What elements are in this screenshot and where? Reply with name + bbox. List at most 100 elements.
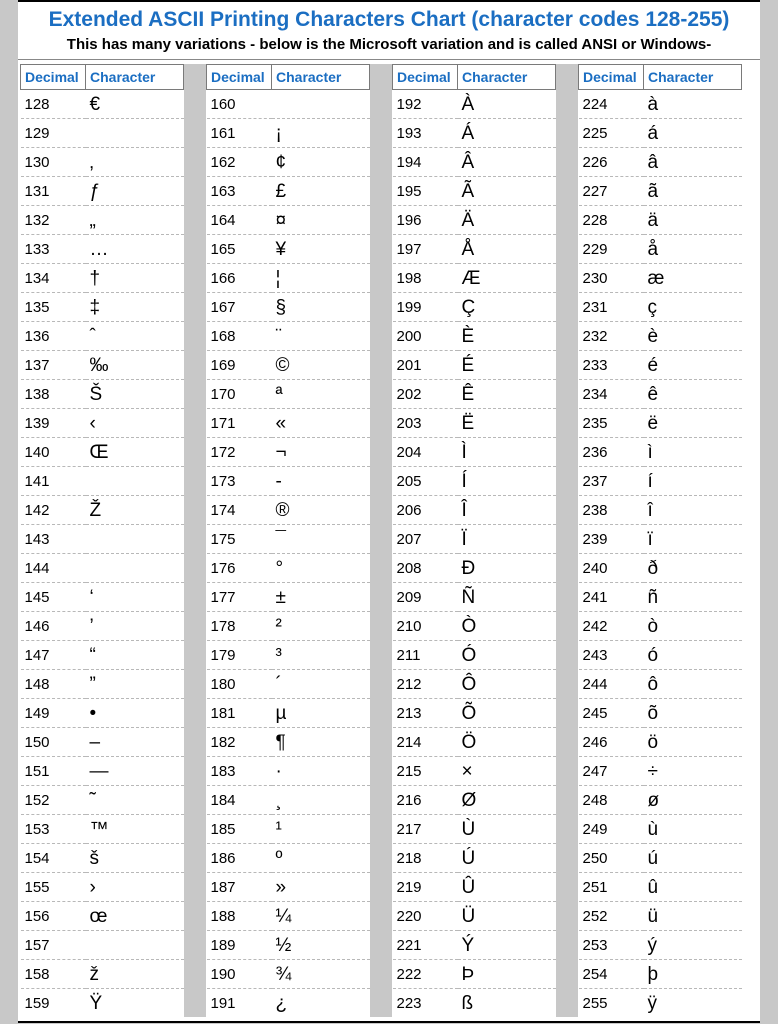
cell-character: É xyxy=(458,351,556,380)
table-row: 160 xyxy=(207,90,370,119)
cell-character: Î xyxy=(458,496,556,525)
cell-character: ã xyxy=(644,177,742,206)
cell-decimal: 177 xyxy=(207,583,272,612)
ascii-table: DecimalCharacter224à225á226â227ã228ä229å… xyxy=(578,64,742,1017)
table-row: 187» xyxy=(207,873,370,902)
cell-decimal: 150 xyxy=(21,728,86,757)
cell-decimal: 178 xyxy=(207,612,272,641)
cell-decimal: 226 xyxy=(579,148,644,177)
cell-character: Æ xyxy=(458,264,556,293)
cell-decimal: 212 xyxy=(393,670,458,699)
header-decimal: Decimal xyxy=(393,65,458,90)
cell-character: à xyxy=(644,90,742,119)
table-row: 171« xyxy=(207,409,370,438)
cell-character: Ù xyxy=(458,815,556,844)
cell-decimal: 139 xyxy=(21,409,86,438)
cell-character: µ xyxy=(272,699,370,728)
cell-character: Ñ xyxy=(458,583,556,612)
cell-character: Ì xyxy=(458,438,556,467)
cell-character: é xyxy=(644,351,742,380)
cell-decimal: 149 xyxy=(21,699,86,728)
cell-decimal: 156 xyxy=(21,902,86,931)
cell-character xyxy=(86,931,184,960)
cell-decimal: 154 xyxy=(21,844,86,873)
page: Extended ASCII Printing Characters Chart… xyxy=(0,0,778,1023)
cell-character: ô xyxy=(644,670,742,699)
cell-character: ¸ xyxy=(272,786,370,815)
cell-decimal: 195 xyxy=(393,177,458,206)
table-header-row: DecimalCharacter xyxy=(579,65,742,90)
cell-decimal: 136 xyxy=(21,322,86,351)
cell-decimal: 151 xyxy=(21,757,86,786)
table-row: 209Ñ xyxy=(393,583,556,612)
cell-decimal: 201 xyxy=(393,351,458,380)
cell-decimal: 134 xyxy=(21,264,86,293)
cell-character: ÿ xyxy=(644,989,742,1018)
cell-decimal: 251 xyxy=(579,873,644,902)
cell-decimal: 128 xyxy=(21,90,86,119)
cell-character: Õ xyxy=(458,699,556,728)
cell-decimal: 220 xyxy=(393,902,458,931)
table-row: 143 xyxy=(21,525,184,554)
cell-character: Ë xyxy=(458,409,556,438)
table-row: 193Á xyxy=(393,119,556,148)
table-row: 249ù xyxy=(579,815,742,844)
cell-character: Ç xyxy=(458,293,556,322)
table-row: 248ø xyxy=(579,786,742,815)
cell-decimal: 170 xyxy=(207,380,272,409)
cell-decimal: 133 xyxy=(21,235,86,264)
cell-character: © xyxy=(272,351,370,380)
table-row: 242ò xyxy=(579,612,742,641)
table-row: 138Š xyxy=(21,380,184,409)
cell-character: ” xyxy=(86,670,184,699)
cell-character: ¾ xyxy=(272,960,370,989)
cell-character: ˆ xyxy=(86,322,184,351)
cell-decimal: 228 xyxy=(579,206,644,235)
table-row: 170ª xyxy=(207,380,370,409)
cell-decimal: 130 xyxy=(21,148,86,177)
table-row: 192À xyxy=(393,90,556,119)
cell-character: ¹ xyxy=(272,815,370,844)
page-subtitle: This has many variations - below is the … xyxy=(18,36,760,60)
cell-decimal: 204 xyxy=(393,438,458,467)
table-row: 220Ü xyxy=(393,902,556,931)
table-row: 197Å xyxy=(393,235,556,264)
column-gap xyxy=(370,64,392,1017)
table-row: 145‘ xyxy=(21,583,184,612)
cell-character: ¨ xyxy=(272,322,370,351)
cell-character: Þ xyxy=(458,960,556,989)
cell-decimal: 131 xyxy=(21,177,86,206)
cell-character: ž xyxy=(86,960,184,989)
table-row: 149• xyxy=(21,699,184,728)
cell-character: ¥ xyxy=(272,235,370,264)
cell-decimal: 241 xyxy=(579,583,644,612)
cell-character: Ã xyxy=(458,177,556,206)
table-row: 196Ä xyxy=(393,206,556,235)
cell-character: ± xyxy=(272,583,370,612)
table-header-row: DecimalCharacter xyxy=(207,65,370,90)
cell-decimal: 165 xyxy=(207,235,272,264)
cell-character: í xyxy=(644,467,742,496)
table-row: 184¸ xyxy=(207,786,370,815)
header-decimal: Decimal xyxy=(207,65,272,90)
cell-character: „ xyxy=(86,206,184,235)
cell-decimal: 245 xyxy=(579,699,644,728)
cell-decimal: 222 xyxy=(393,960,458,989)
cell-decimal: 147 xyxy=(21,641,86,670)
table-row: 210Ò xyxy=(393,612,556,641)
table-row: 229å xyxy=(579,235,742,264)
cell-decimal: 205 xyxy=(393,467,458,496)
cell-decimal: 238 xyxy=(579,496,644,525)
cell-decimal: 199 xyxy=(393,293,458,322)
table-row: 235ë xyxy=(579,409,742,438)
table-row: 169© xyxy=(207,351,370,380)
cell-character: Ú xyxy=(458,844,556,873)
cell-character: Ý xyxy=(458,931,556,960)
cell-character xyxy=(86,525,184,554)
cell-decimal: 206 xyxy=(393,496,458,525)
cell-decimal: 137 xyxy=(21,351,86,380)
cell-character: ´ xyxy=(272,670,370,699)
table-row: 144 xyxy=(21,554,184,583)
cell-decimal: 164 xyxy=(207,206,272,235)
cell-character: Š xyxy=(86,380,184,409)
